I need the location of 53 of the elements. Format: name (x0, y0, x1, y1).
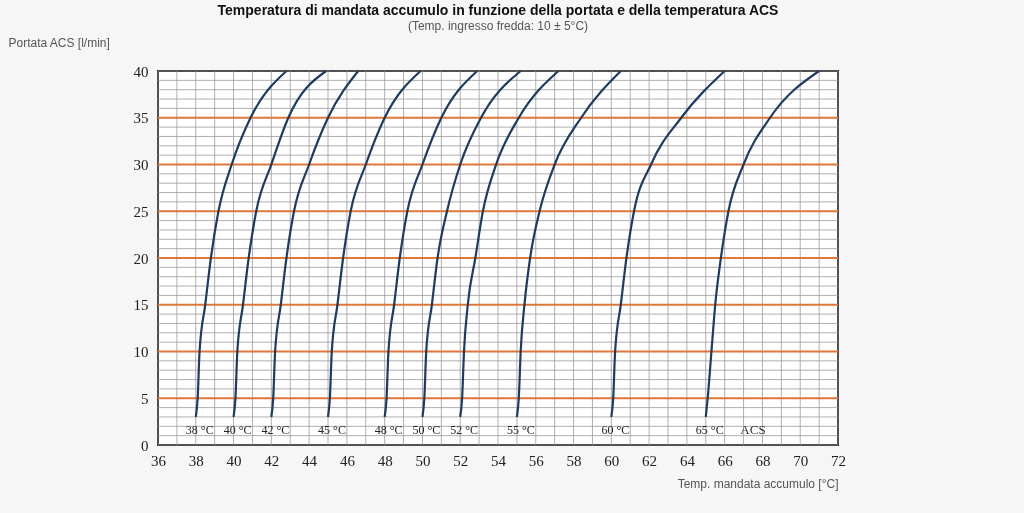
chart-subtitle: (Temp. ingresso fredda: 10 ± 5°C) (407, 19, 589, 33)
y-tick-label: 20 (133, 250, 149, 267)
y-tick-label: 10 (133, 344, 149, 360)
chart-title: Temperatura di mandata accumulo in funzione della portata e della temperatura ACS (217, 2, 779, 18)
series-label: 55 °C (506, 423, 535, 437)
series-label: 40 °C (223, 423, 252, 437)
x-tick-label: 56 (528, 452, 545, 469)
y-tick-label: 25 (133, 203, 149, 220)
x-tick-label: 72 (831, 452, 846, 469)
line-series (459, 69, 560, 419)
x-tick-label: 44 (302, 452, 318, 469)
series-label: 65 °C (695, 423, 724, 437)
series-label: 38 °C (185, 423, 214, 437)
y-tick-label: 15 (133, 297, 149, 314)
x-tick-label: 58 (566, 452, 582, 469)
line-series (326, 69, 422, 419)
x-tick-label: 48 (377, 452, 393, 469)
x-tick-label: 70 (793, 452, 809, 469)
x-tick-label: 62 (642, 452, 658, 469)
series-label: 60 °C (601, 423, 630, 437)
y-tick-label: 0 (141, 437, 149, 454)
series-label: 48 °C (374, 423, 403, 437)
x-tick-label: 46 (339, 452, 356, 469)
series-label: 50 °C (412, 423, 441, 437)
x-tick-label: 60 (604, 452, 620, 469)
y-tick-label: 35 (133, 110, 149, 127)
series-label: 42 °C (261, 423, 290, 437)
line-series (383, 69, 479, 419)
x-tick-label: 42 (264, 452, 280, 469)
x-tick-label: 54 (491, 452, 507, 469)
x-tick-label: 40 (226, 452, 242, 469)
y-axis-title: Portata ACS [l/min] (8, 35, 110, 50)
x-tick-label: 50 (415, 452, 431, 469)
x-tick-label: 38 (188, 452, 204, 469)
x-tick-label: 36 (151, 452, 167, 469)
y-tick-label: 30 (133, 157, 149, 173)
line-series (704, 69, 821, 419)
y-tick-label: 40 (133, 63, 149, 80)
x-tick-label: 52 (453, 452, 469, 469)
series-label: 52 °C (450, 423, 479, 437)
line-series (421, 69, 522, 419)
x-axis-title: Temp. mandata accumulo [°C] (677, 476, 839, 491)
series-label: 45 °C (318, 423, 346, 437)
annotation: ACS (740, 422, 766, 437)
y-tick-label: 5 (141, 390, 149, 407)
x-tick-label: 66 (717, 452, 734, 469)
line-series (194, 69, 288, 419)
line-series (515, 69, 622, 419)
line-series (232, 69, 328, 419)
line-series (270, 69, 360, 419)
x-tick-label: 68 (755, 452, 771, 469)
x-tick-label: 64 (679, 452, 696, 469)
line-series (610, 69, 726, 419)
